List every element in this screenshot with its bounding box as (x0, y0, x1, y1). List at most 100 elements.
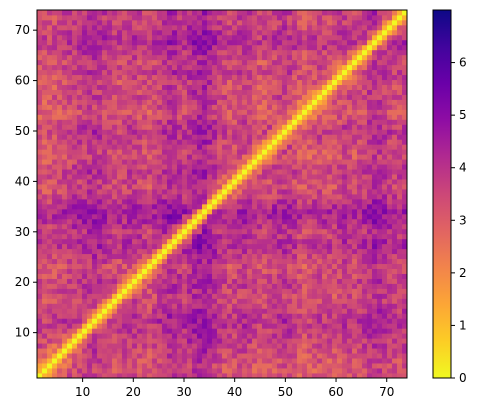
heatmap-cell (347, 258, 353, 265)
heatmap-cell (47, 278, 53, 284)
heatmap-cell (102, 363, 108, 369)
heatmap-cell (237, 368, 243, 374)
heatmap-cell (107, 208, 113, 215)
heatmap-cell (317, 194, 323, 200)
heatmap-cell (377, 313, 383, 319)
heatmap-cell (152, 89, 158, 95)
heatmap-cell (147, 119, 153, 125)
heatmap-cell (357, 159, 363, 165)
heatmap-cell (147, 333, 153, 339)
heatmap-cell (377, 338, 383, 344)
heatmap-cell (177, 223, 183, 230)
heatmap-cell (302, 228, 308, 235)
heatmap-cell (337, 54, 343, 61)
heatmap-cell (367, 238, 373, 245)
heatmap-cell (47, 164, 53, 170)
heatmap-cell (257, 373, 263, 379)
heatmap-cell (82, 218, 88, 225)
heatmap-cell (132, 283, 138, 289)
heatmap-cell (402, 179, 408, 185)
heatmap-cell (337, 238, 343, 245)
heatmap-cell (72, 228, 78, 235)
heatmap-cell (267, 84, 273, 90)
heatmap-cell (327, 363, 333, 369)
heatmap-cell (257, 104, 263, 110)
heatmap-cell (322, 203, 328, 210)
heatmap-cell (72, 109, 78, 115)
heatmap-cell (382, 213, 388, 220)
heatmap-cell (202, 189, 208, 195)
heatmap-cell (322, 283, 328, 289)
heatmap-cell (262, 159, 268, 165)
heatmap-cell (197, 373, 203, 379)
heatmap-cell (242, 189, 248, 195)
heatmap-cell (207, 84, 213, 90)
heatmap-cell (207, 104, 213, 110)
heatmap-cell (327, 44, 333, 51)
heatmap-cell (192, 194, 198, 200)
heatmap-cell (42, 363, 48, 369)
heatmap-cell (92, 104, 98, 110)
heatmap-cell (232, 149, 238, 155)
heatmap-cell (102, 358, 108, 364)
heatmap-cell (182, 203, 188, 210)
heatmap-cell (47, 129, 53, 135)
heatmap-cell (292, 149, 298, 155)
heatmap-cell (232, 119, 238, 125)
heatmap-cell (252, 189, 258, 195)
heatmap-cell (122, 233, 128, 240)
heatmap-cell (322, 194, 328, 200)
heatmap-cell (37, 273, 43, 279)
heatmap-cell (377, 129, 383, 135)
heatmap-cell (352, 298, 358, 304)
heatmap-cell (247, 258, 253, 265)
heatmap-cell (62, 154, 68, 160)
heatmap-cell (102, 149, 108, 155)
heatmap-cell (132, 313, 138, 319)
heatmap-cell (182, 263, 188, 269)
heatmap-cell (292, 343, 298, 349)
heatmap-cell (247, 293, 253, 299)
heatmap-cell (367, 144, 373, 150)
heatmap-cell (167, 348, 173, 354)
heatmap-cell (127, 248, 133, 255)
heatmap-cell (107, 228, 113, 235)
heatmap-cell (292, 84, 298, 90)
heatmap-cell (107, 159, 113, 165)
heatmap-cell (182, 104, 188, 110)
heatmap-cell (402, 278, 408, 284)
heatmap-cell (207, 144, 213, 150)
heatmap-cell (272, 194, 278, 200)
heatmap-cell (127, 154, 133, 160)
heatmap-cell (222, 194, 228, 200)
heatmap-cell (37, 263, 43, 269)
heatmap-cell (177, 208, 183, 215)
heatmap-cell (217, 69, 223, 76)
heatmap-cell (272, 273, 278, 279)
heatmap-cell (117, 89, 123, 95)
heatmap-cell (197, 228, 203, 235)
heatmap-cell (157, 373, 163, 379)
heatmap-cell (62, 69, 68, 76)
heatmap-cell (312, 288, 318, 294)
heatmap-cell (332, 114, 338, 120)
heatmap-cell (97, 69, 103, 76)
heatmap-cell (82, 154, 88, 160)
heatmap-cell (187, 353, 193, 359)
heatmap-cell (282, 169, 288, 175)
heatmap-cell (342, 99, 348, 105)
heatmap-cell (222, 278, 228, 284)
heatmap-cell (262, 263, 268, 269)
heatmap-cell (47, 84, 53, 90)
heatmap-cell (297, 144, 303, 150)
heatmap-cell (167, 303, 173, 309)
heatmap-cell (52, 328, 58, 334)
heatmap-cell (272, 154, 278, 160)
heatmap-cell (102, 114, 108, 120)
heatmap-cell (382, 278, 388, 284)
heatmap-cell (282, 59, 288, 66)
heatmap-cell (392, 278, 398, 284)
heatmap-cell (127, 278, 133, 284)
heatmap-cell (337, 64, 343, 71)
heatmap-cell (377, 184, 383, 190)
